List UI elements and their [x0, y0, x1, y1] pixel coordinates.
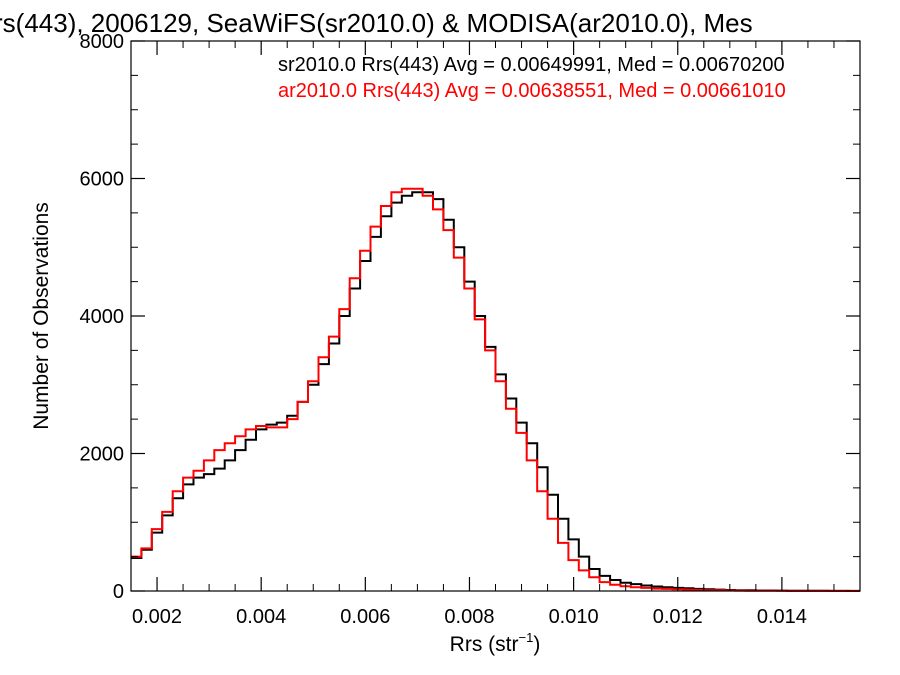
x-tick-label: 0.010 [549, 606, 599, 628]
stats-line-ar2010: ar2010.0 Rrs(443) Avg = 0.00638551, Med … [278, 80, 786, 102]
x-axis-label-main: Rrs (str [450, 633, 519, 656]
x-tick-label: 0.012 [653, 606, 703, 628]
y-tick-label: 8000 [80, 31, 125, 53]
x-axis-label-sup: −1 [519, 630, 534, 645]
x-tick-label: 0.014 [757, 606, 807, 628]
plot-frame [130, 40, 861, 592]
x-axis-label: Rrs (str−1) [450, 630, 541, 656]
x-axis-label-suffix: ) [533, 633, 540, 656]
stats-line-sr2010: sr2010.0 Rrs(443) Avg = 0.00649991, Med … [278, 54, 785, 76]
y-tick-label: 0 [113, 581, 124, 603]
chart-title: rs(443), 2006129, SeaWiFS(sr2010.0) & MO… [0, 8, 753, 38]
axis-ticks: 0.002 0.004 0.006 0.008 0.010 0.012 0.014 0 2000… [80, 31, 861, 628]
y-axis-label: Number of Observations [30, 202, 53, 430]
y-tick-label: 6000 [80, 169, 125, 191]
series-line-2 [131, 187, 860, 592]
x-tick-label: 0.004 [236, 606, 286, 628]
y-tick-label: 4000 [80, 306, 125, 328]
x-tick-label: 0.008 [444, 606, 494, 628]
y-tick-label: 2000 [80, 444, 125, 466]
series-line-1 [131, 191, 860, 592]
x-tick-label: 0.006 [340, 606, 390, 628]
series-layer [131, 187, 860, 592]
x-tick-label: 0.002 [132, 606, 182, 628]
